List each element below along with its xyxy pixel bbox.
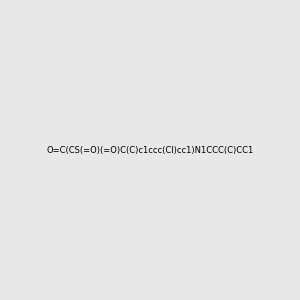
Text: O=C(CS(=O)(=O)C(C)c1ccc(Cl)cc1)N1CCC(C)CC1: O=C(CS(=O)(=O)C(C)c1ccc(Cl)cc1)N1CCC(C)C… — [46, 146, 253, 154]
